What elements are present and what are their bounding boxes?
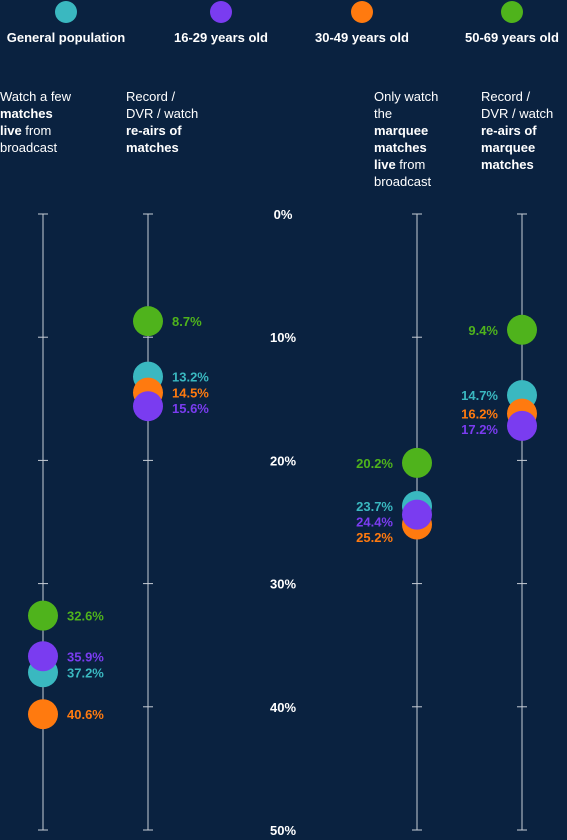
data-label-16-29-years-old: 17.2% bbox=[461, 422, 498, 437]
dot-30-49-years-old bbox=[28, 699, 58, 730]
column-title-text: Record / bbox=[481, 89, 531, 104]
y-tick-label: 40% bbox=[270, 700, 296, 715]
data-label-16-29-years-old: 24.4% bbox=[356, 514, 393, 529]
column-title-text: broadcast bbox=[374, 174, 431, 189]
column-axes bbox=[38, 213, 527, 831]
data-label-general-population: 37.2% bbox=[67, 665, 104, 680]
data-label-50-69-years-old: 9.4% bbox=[468, 323, 498, 338]
legend-marker bbox=[210, 1, 232, 23]
y-tick-label: 50% bbox=[270, 823, 296, 838]
data-label-16-29-years-old: 35.9% bbox=[67, 649, 104, 664]
y-axis-tick-labels: 0% 10% 20% 30% 40% 50% bbox=[270, 207, 296, 838]
column-title-text: re-airs of bbox=[126, 123, 182, 138]
column-titles: Watch a few matches live from broadcast Reco… bbox=[0, 89, 553, 189]
column-title-text: Watch a few bbox=[0, 89, 72, 104]
dot-16-29-years-old bbox=[133, 391, 163, 422]
column-axis bbox=[38, 213, 48, 831]
y-tick-label: 20% bbox=[270, 453, 296, 468]
data-label-50-69-years-old: 32.6% bbox=[67, 609, 104, 624]
data-labels: 32.6% 35.9%37.2% 40.6% 8.7% 13.2%14.5%15.6% 2… bbox=[67, 314, 498, 722]
column-title-text: matches bbox=[374, 140, 427, 155]
legend-item-general-population: General population bbox=[7, 1, 126, 45]
data-label-30-49-years-old: 40.6% bbox=[67, 707, 104, 722]
data-label-general-population: 14.7% bbox=[461, 388, 498, 403]
dot-16-29-years-old bbox=[507, 410, 537, 441]
data-points bbox=[28, 306, 537, 730]
column-title-text: from bbox=[22, 123, 52, 138]
data-label-30-49-years-old: 16.2% bbox=[461, 407, 498, 422]
legend-marker bbox=[501, 1, 523, 23]
column-title-text: matches bbox=[0, 106, 53, 121]
data-label-50-69-years-old: 20.2% bbox=[356, 456, 393, 471]
column-title-text: marquee bbox=[374, 123, 428, 138]
column-title-text: Record / bbox=[126, 89, 176, 104]
column-axis bbox=[517, 213, 527, 831]
data-label-30-49-years-old: 14.5% bbox=[172, 386, 209, 401]
column-title-text: DVR / watch bbox=[126, 106, 198, 121]
dot-50-69-years-old bbox=[133, 306, 163, 337]
column-title: Only watch the marquee matches live from broa… bbox=[374, 89, 438, 189]
legend-label: General population bbox=[7, 30, 126, 45]
column-title-text: the bbox=[374, 106, 392, 121]
y-tick-label: 30% bbox=[270, 577, 296, 592]
data-label-16-29-years-old: 15.6% bbox=[172, 401, 209, 416]
legend-marker bbox=[351, 1, 373, 23]
y-tick-label: 0% bbox=[274, 207, 293, 222]
legend-item-16-29-years-old: 16-29 years old bbox=[174, 1, 268, 45]
column-title-text: Only watch bbox=[374, 89, 438, 104]
dot-50-69-years-old bbox=[402, 447, 432, 478]
legend-item-50-69-years-old: 50-69 years old bbox=[465, 1, 559, 45]
column-title-text: matches bbox=[126, 140, 179, 155]
dot-16-29-years-old bbox=[28, 641, 58, 672]
column-title-text: from bbox=[396, 157, 426, 172]
data-label-general-population: 23.7% bbox=[356, 499, 393, 514]
column-title: Watch a few matches live from broadcast bbox=[0, 89, 72, 155]
column-title-text: DVR / watch bbox=[481, 106, 553, 121]
dot-16-29-years-old bbox=[402, 499, 432, 530]
chart-legend: General population 16-29 years old 30-49 y… bbox=[7, 1, 559, 45]
legend-marker bbox=[55, 1, 77, 23]
data-label-50-69-years-old: 8.7% bbox=[172, 314, 202, 329]
column-title: Record / DVR / watch re-airs of marquee matc… bbox=[481, 89, 553, 172]
dot-50-69-years-old bbox=[507, 314, 537, 345]
column-title: Record / DVR / watch re-airs of matches bbox=[126, 89, 198, 155]
column-title-text: live bbox=[374, 157, 396, 172]
legend-label: 50-69 years old bbox=[465, 30, 559, 45]
column-title-text: matches bbox=[481, 157, 534, 172]
column-title-text: marquee bbox=[481, 140, 535, 155]
dot-50-69-years-old bbox=[28, 600, 58, 631]
legend-label: 16-29 years old bbox=[174, 30, 268, 45]
column-title-text: broadcast bbox=[0, 140, 57, 155]
legend-item-30-49-years-old: 30-49 years old bbox=[315, 1, 409, 45]
y-tick-label: 10% bbox=[270, 330, 296, 345]
data-label-general-population: 13.2% bbox=[172, 370, 209, 385]
data-label-30-49-years-old: 25.2% bbox=[356, 530, 393, 545]
column-title-text: live bbox=[0, 123, 22, 138]
column-title-text: re-airs of bbox=[481, 123, 537, 138]
legend-label: 30-49 years old bbox=[315, 30, 409, 45]
